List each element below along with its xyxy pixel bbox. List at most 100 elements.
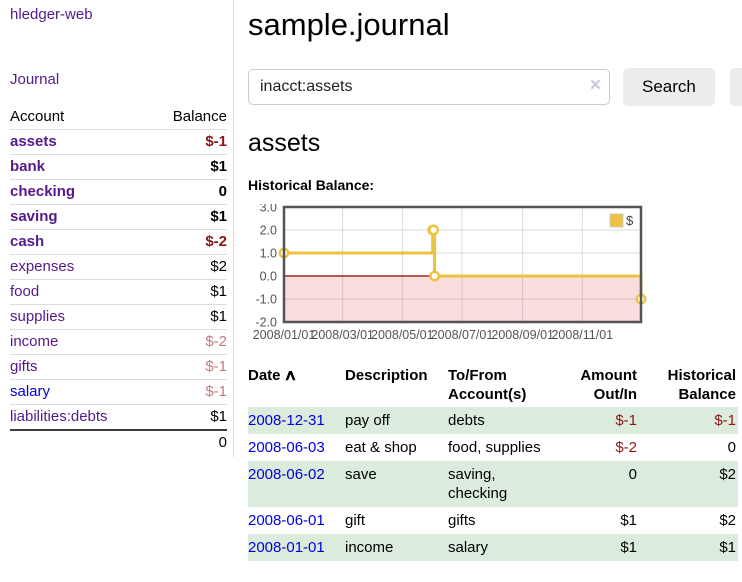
account-row-income: income $-2 <box>10 329 227 355</box>
transaction-balance: $2 <box>719 466 736 483</box>
account-link-expenses[interactable]: expenses <box>10 258 75 275</box>
account-row-checking: checking 0 <box>10 179 227 205</box>
transaction-balance: $1 <box>719 539 736 556</box>
account-link-salary[interactable]: salary <box>10 383 51 400</box>
account-balance: $1 <box>149 304 227 330</box>
transaction-amount: $1 <box>620 539 637 556</box>
register-row: 2008-06-03 eat & shop food, supplies $-2… <box>248 434 738 461</box>
transaction-date-link[interactable]: 2008-06-01 <box>248 512 325 529</box>
account-row-food: food $1 <box>10 279 227 305</box>
transaction-amount: 0 <box>628 466 637 483</box>
transaction-description: gift <box>345 512 366 529</box>
transaction-accounts: saving, checking <box>448 466 508 502</box>
account-link-supplies[interactable]: supplies <box>10 308 66 325</box>
chart-svg: $3.0 2.0 1.0 0.0 -1.0 -2.02008/01/012008/03/0… <box>253 201 647 342</box>
transaction-accounts: gifts <box>448 512 476 529</box>
account-balance: $-1 <box>149 379 227 405</box>
clear-search-icon[interactable]: × <box>589 75 601 96</box>
account-balance: $-2 <box>149 329 227 355</box>
svg-text:2008/11/01: 2008/11/01 <box>551 328 613 342</box>
search-button[interactable]: Search <box>623 68 715 106</box>
app-layout: hledger-web Journal Account Balance asse… <box>0 0 742 561</box>
register-header-accounts: To/From Account(s) <box>448 367 527 403</box>
transaction-balance: $-1 <box>714 412 736 429</box>
register-header-amount: Amount Out/In <box>580 367 637 403</box>
main-content: sample.journal × Search ? assets Histori… <box>234 0 742 561</box>
account-link-bank[interactable]: bank <box>10 158 46 175</box>
account-row-gifts: gifts $-1 <box>10 354 227 380</box>
svg-text:2008/03/01: 2008/03/01 <box>311 328 374 342</box>
search-input[interactable] <box>248 69 610 105</box>
account-row-saving: saving $1 <box>10 204 227 230</box>
search-box: × <box>248 69 610 105</box>
sort-ascending-icon: ∧ <box>283 367 297 384</box>
account-link-gifts[interactable]: gifts <box>10 358 38 375</box>
svg-text:3.0: 3.0 <box>260 204 277 215</box>
register-row: 2008-12-31 pay off debts $-1 $-1 <box>248 407 738 434</box>
accounts-table-header: Account Balance <box>10 105 227 130</box>
register-header-description: Description <box>345 367 428 384</box>
transaction-date-link[interactable]: 2008-06-03 <box>248 439 325 456</box>
transaction-date-link[interactable]: 2008-01-01 <box>248 539 325 556</box>
transaction-description: eat & shop <box>345 439 417 456</box>
account-balance: $2 <box>149 254 227 280</box>
account-balance: $-2 <box>149 229 227 255</box>
register-row: 2008-01-01 income salary $1 $1 <box>248 534 738 561</box>
transaction-amount: $-2 <box>615 439 637 456</box>
transaction-date-link[interactable]: 2008-12-31 <box>248 412 325 429</box>
account-link-income[interactable]: income <box>10 333 59 350</box>
account-link-checking[interactable]: checking <box>10 183 76 200</box>
app-title: hledger-web <box>10 6 227 24</box>
account-link-cash[interactable]: cash <box>10 233 45 250</box>
svg-text:-2.0: -2.0 <box>255 316 277 330</box>
transaction-balance: $2 <box>719 512 736 529</box>
svg-text:2008/07/01: 2008/07/01 <box>431 328 494 342</box>
register-header-date[interactable]: Date ∧ <box>248 367 297 384</box>
sidebar-item-journal[interactable]: Journal <box>10 71 60 88</box>
historical-balance-chart: $3.0 2.0 1.0 0.0 -1.0 -2.0 2008/01/01 2008/03/0… <box>248 201 650 344</box>
account-row-assets: assets $-1 <box>10 129 227 155</box>
account-balance: $1 <box>149 154 227 180</box>
page-title: sample.journal <box>248 7 450 42</box>
account-link-food[interactable]: food <box>10 283 40 300</box>
sidebar: hledger-web Journal Account Balance asse… <box>0 0 234 457</box>
account-row-salary: salary $-1 <box>10 379 227 405</box>
transaction-amount: $1 <box>620 512 637 529</box>
account-column-header: Account <box>10 108 65 125</box>
account-link-saving[interactable]: saving <box>10 208 58 225</box>
svg-text:-1.0: -1.0 <box>255 293 277 307</box>
accounts-total-row: 0 <box>10 429 227 455</box>
transaction-accounts: debts <box>448 412 485 429</box>
register-header-balance: Historical Balance <box>667 367 736 403</box>
account-balance: 0 <box>149 179 227 205</box>
accounts-total-value: 0 <box>149 429 227 455</box>
svg-text:$: $ <box>626 213 634 228</box>
account-balance: $-1 <box>149 354 227 380</box>
register-row: 2008-06-01 gift gifts $1 $2 <box>248 507 738 534</box>
svg-text:0.0: 0.0 <box>260 270 277 284</box>
account-row-supplies: supplies $1 <box>10 304 227 330</box>
chart-title: Historical Balance: <box>248 177 375 193</box>
svg-text:1.0: 1.0 <box>260 247 277 261</box>
account-heading: assets <box>248 129 321 157</box>
account-balance: $1 <box>149 279 227 305</box>
svg-text:2.0: 2.0 <box>260 224 277 238</box>
register-table: Date ∧ Description To/From Account(s) Amo… <box>248 364 738 561</box>
app-title-link[interactable]: hledger-web <box>10 6 93 23</box>
account-row-liabilities-debts: liabilities:debts $1 <box>10 404 227 430</box>
svg-text:2008/09/01: 2008/09/01 <box>491 328 554 342</box>
account-balance: $-1 <box>149 129 227 155</box>
register-header-row: Date ∧ Description To/From Account(s) Amo… <box>248 364 738 407</box>
transaction-description: save <box>345 466 377 483</box>
account-balance: $1 <box>149 204 227 230</box>
account-row-bank: bank $1 <box>10 154 227 180</box>
transaction-accounts: salary <box>448 539 489 556</box>
transaction-accounts: food, supplies <box>448 439 541 456</box>
balance-column-header: Balance <box>172 108 227 125</box>
transaction-date-link[interactable]: 2008-06-02 <box>248 466 325 483</box>
account-link-assets[interactable]: assets <box>10 133 57 150</box>
search-form: × Search ? <box>248 68 742 106</box>
account-link-liabilities-debts[interactable]: liabilities:debts <box>10 408 108 425</box>
account-row-expenses: expenses $2 <box>10 254 227 280</box>
help-button[interactable]: ? <box>729 68 742 106</box>
